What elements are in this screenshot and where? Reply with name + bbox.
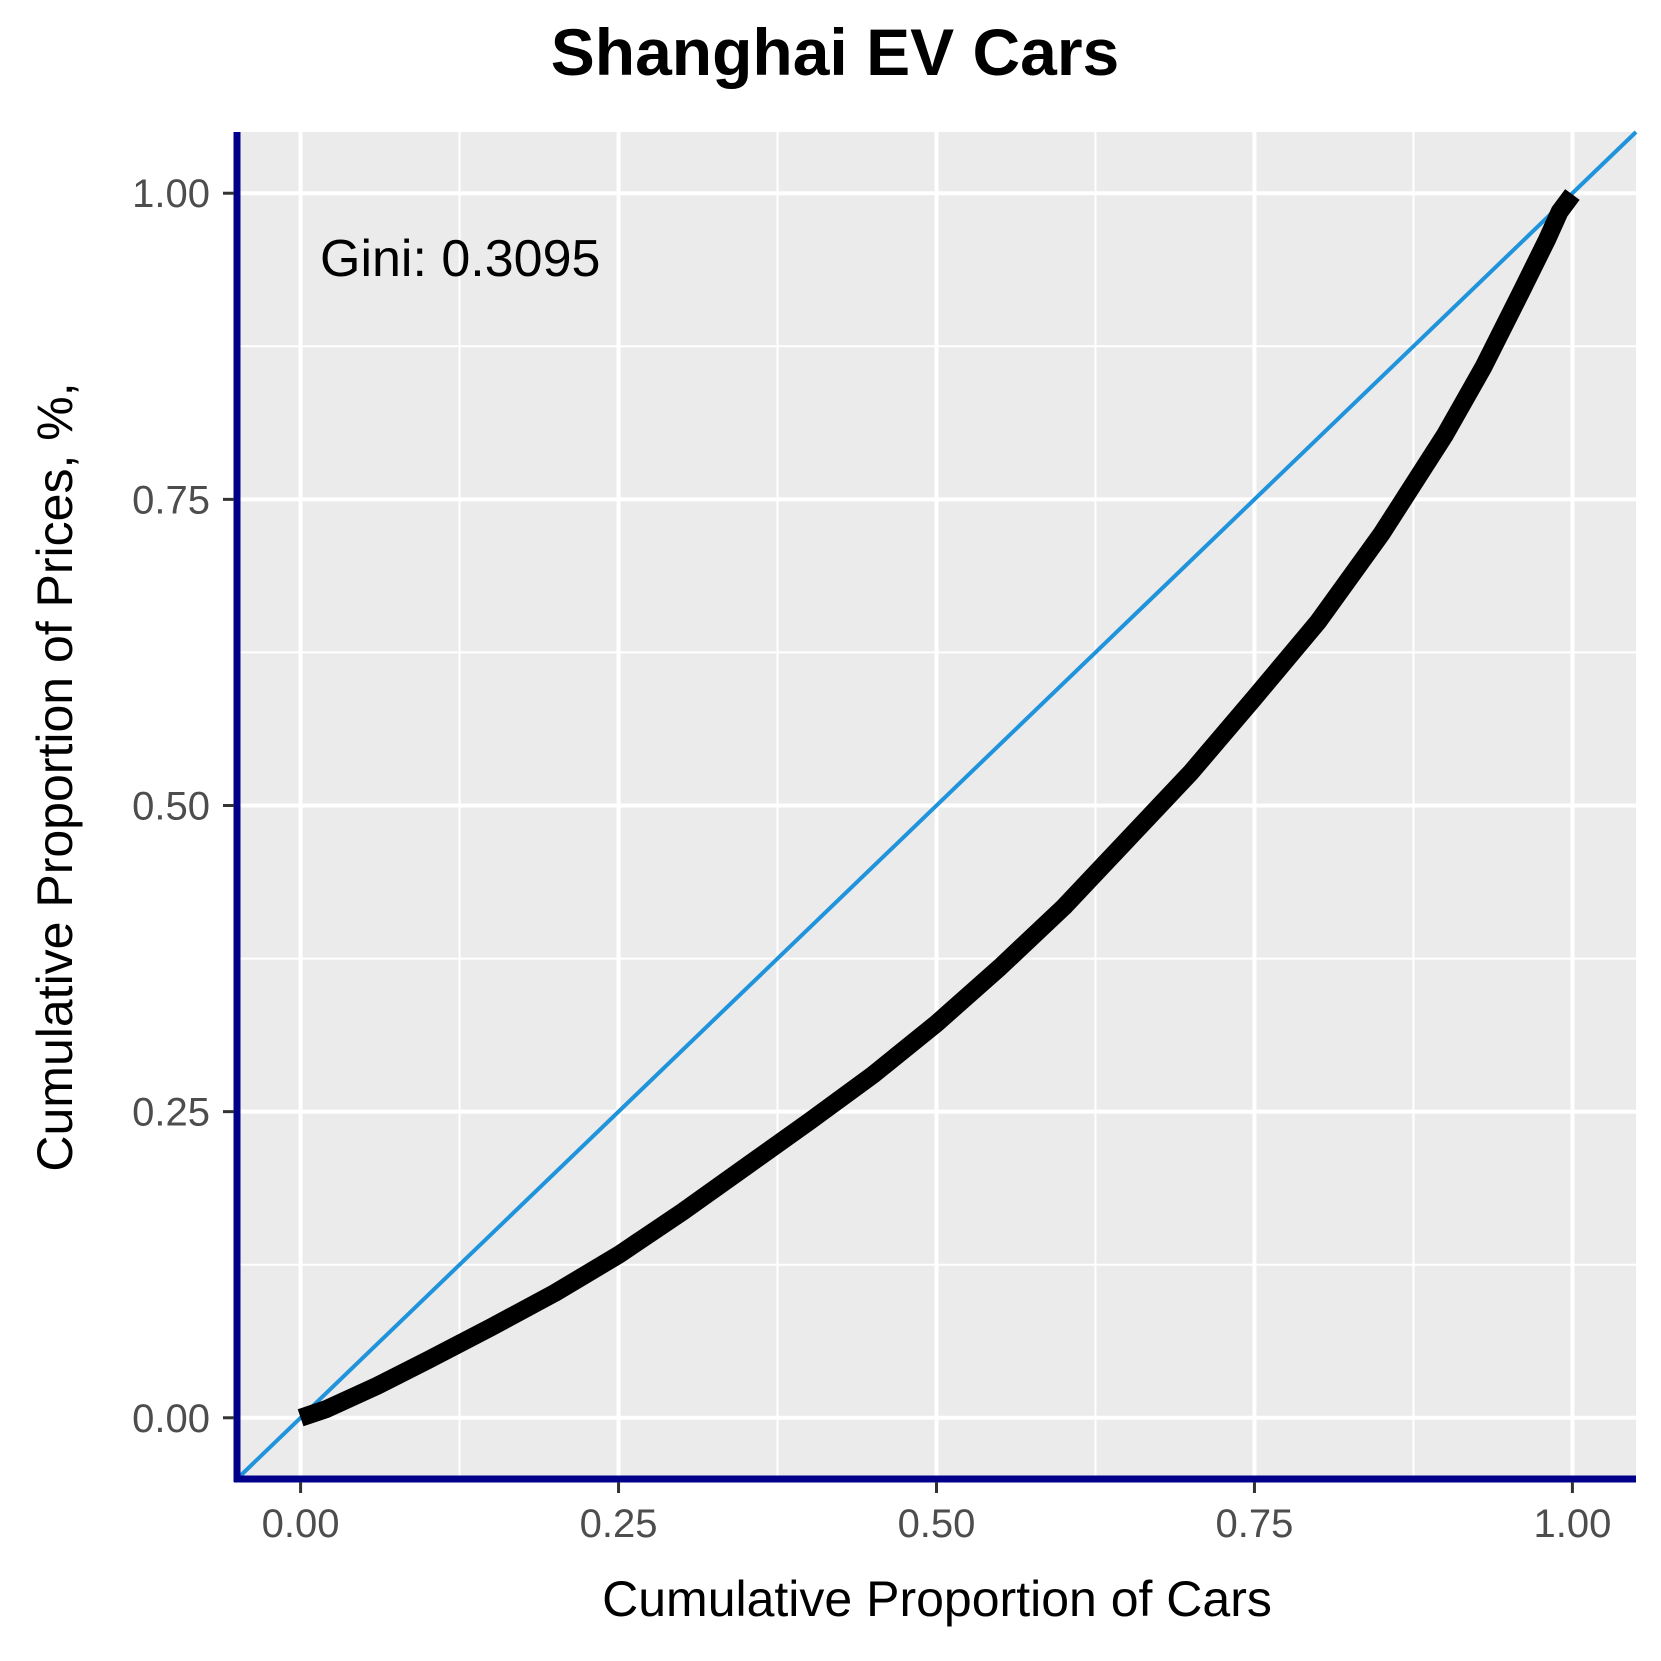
- x-tick-label: 0.00: [262, 1502, 340, 1546]
- gini-annotation: Gini: 0.3095: [320, 230, 600, 288]
- y-tick-label: 0.00: [132, 1397, 210, 1441]
- y-tick-label: 0.75: [132, 478, 210, 522]
- x-tick-label: 0.50: [898, 1502, 976, 1546]
- x-axis-title: Cumulative Proportion of Cars: [602, 1571, 1272, 1627]
- equality-line: [235, 130, 1638, 1481]
- lorenz-curve: [297, 189, 1580, 1427]
- x-tick-label: 0.75: [1216, 1502, 1294, 1546]
- axes: [233, 132, 1636, 1483]
- chart-title: Shanghai EV Cars: [551, 15, 1120, 89]
- equality-line-layer: [235, 130, 1638, 1481]
- y-tick-label: 1.00: [132, 172, 210, 216]
- lorenz-curve-layer: [297, 189, 1580, 1427]
- x-tick-label: 1.00: [1533, 1502, 1611, 1546]
- y-axis-title: Cumulative Proportion of Prices, %,: [27, 382, 83, 1171]
- y-tick-label: 0.50: [132, 785, 210, 829]
- y-tick-label: 0.25: [132, 1091, 210, 1135]
- tick-labels: 0.00 0.25 0.50 0.75 1.00 0.00 0.25 0.50 0.75 1.00: [132, 172, 1611, 1546]
- x-tick-label: 0.25: [580, 1502, 658, 1546]
